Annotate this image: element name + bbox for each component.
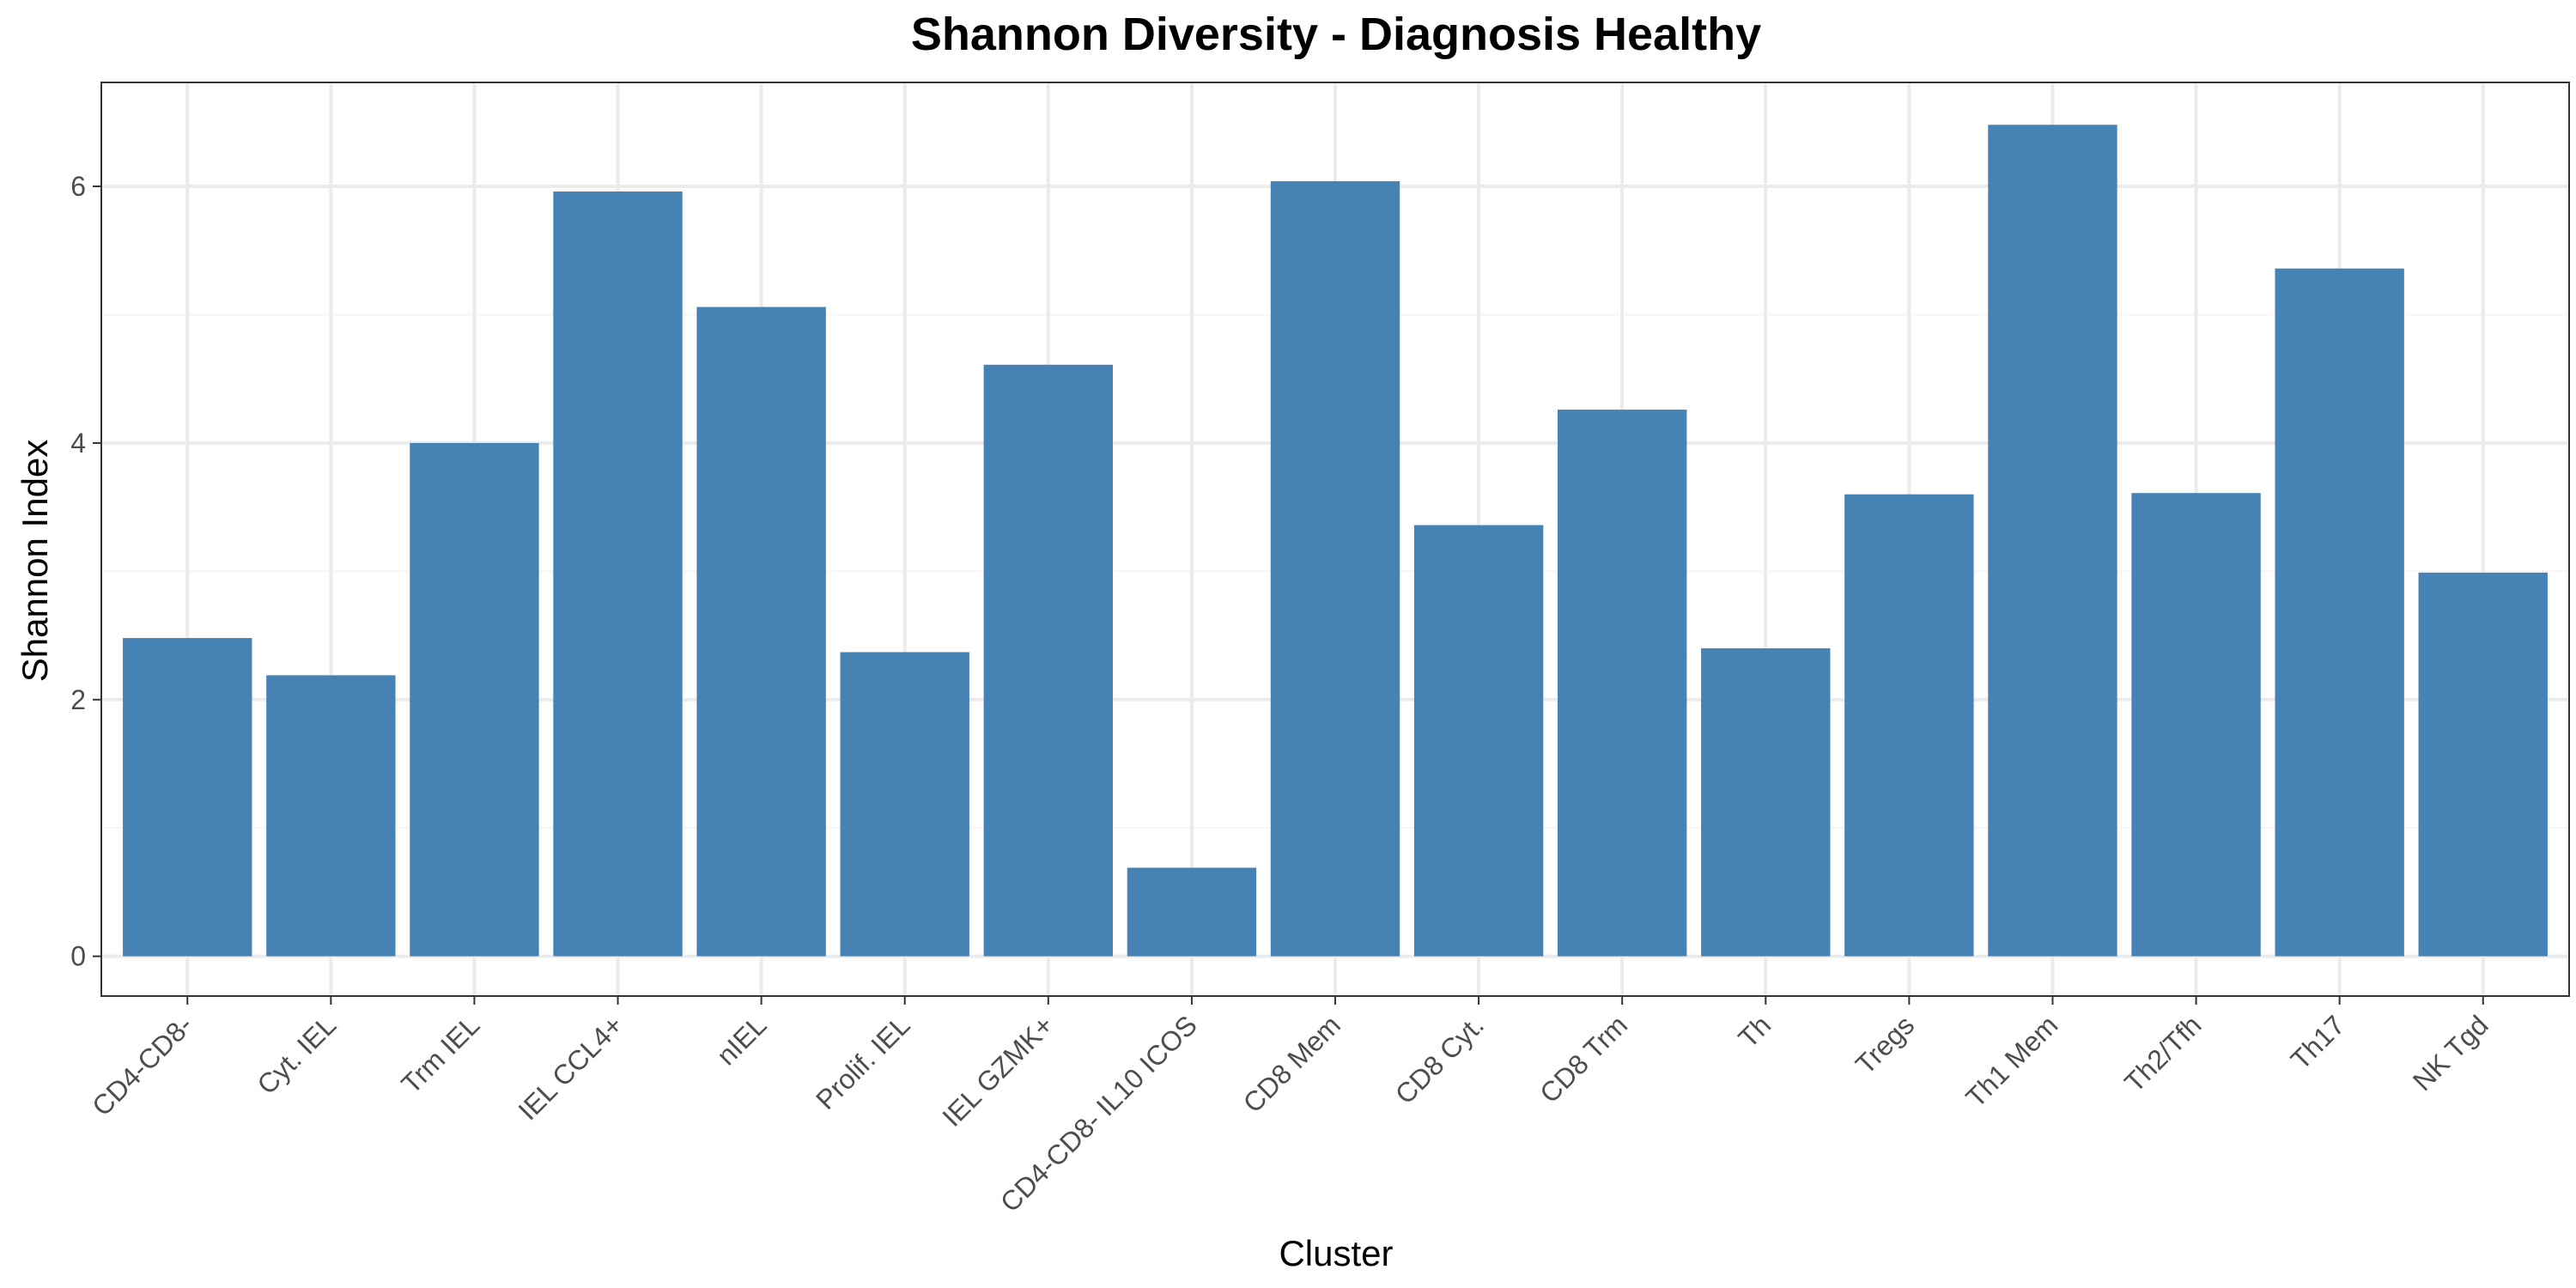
bar-11 [1557, 410, 1687, 957]
x-tick-label: Prolif. IEL [810, 1009, 916, 1115]
x-tick-label: CD8 Mem [1237, 1009, 1346, 1118]
x-tick-label: Trm IEL [395, 1009, 485, 1099]
bars [123, 125, 2548, 957]
chart-title: Shannon Diversity - Diagnosis Healthy [911, 9, 1761, 60]
x-tick-label: CD4-CD8- [86, 1009, 198, 1121]
x-tick-label: Th17 [2285, 1009, 2351, 1075]
y-tick-label: 6 [70, 171, 86, 202]
x-tick-label: NK Tgd [2407, 1009, 2494, 1097]
y-tick-label: 0 [70, 941, 86, 972]
bar-9 [1270, 181, 1400, 957]
x-tick-label: CD8 Cyt. [1389, 1009, 1490, 1109]
bar-1 [123, 638, 252, 957]
bar-13 [1844, 494, 1974, 957]
x-tick-label: IEL GZMK+ [936, 1009, 1059, 1132]
bar-6 [840, 652, 969, 957]
bar-15 [2131, 493, 2261, 957]
bar-7 [983, 364, 1114, 957]
bar-10 [1413, 525, 1544, 957]
x-tick-label: Th2/Tfh [2118, 1009, 2207, 1097]
bar-16 [2275, 268, 2404, 957]
bar-17 [2418, 572, 2548, 957]
bar-14 [1988, 125, 2117, 957]
y-tick-label: 4 [70, 428, 86, 459]
bar-5 [696, 307, 826, 957]
bar-4 [553, 191, 683, 957]
x-tick-label: CD8 Trm [1534, 1009, 1633, 1109]
bar-2 [266, 675, 396, 957]
x-tick-label: Tregs [1850, 1009, 1920, 1079]
bar-3 [410, 442, 539, 957]
x-tick-label: IEL CCL4+ [513, 1009, 629, 1126]
x-tick-label: Th [1732, 1009, 1777, 1054]
bar-12 [1701, 648, 1831, 957]
bar-8 [1127, 867, 1257, 957]
x-tick-label: Cyt. IEL [251, 1009, 342, 1100]
x-tick-label: nIEL [711, 1009, 773, 1071]
x-axis-ticks: CD4-CD8- Cyt. IEL Trm IEL IEL CCL4+ nIEL Prol… [86, 996, 2494, 1218]
y-axis-ticks: 0 2 4 6 [70, 171, 101, 972]
y-axis-label: Shannon Index [15, 440, 55, 683]
y-tick-label: 2 [70, 684, 86, 715]
x-axis-label: Cluster [1279, 1233, 1393, 1273]
x-tick-label: Th1 Mem [1959, 1009, 2063, 1113]
